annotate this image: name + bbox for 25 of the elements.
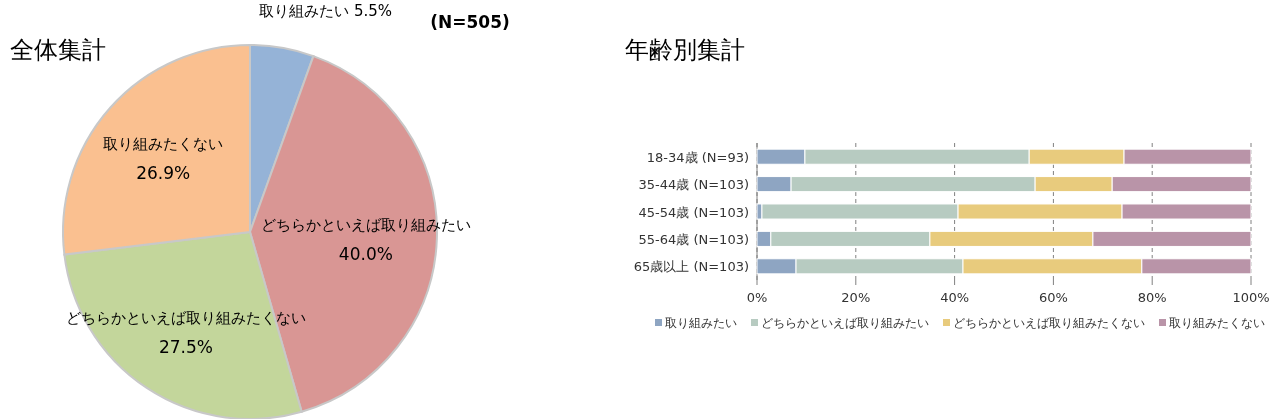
x-tick-label: 80%: [1137, 290, 1167, 305]
data-label: 27.5%: [158, 336, 213, 357]
legend-label: どちらかといえば取り組みたくない: [953, 316, 1145, 330]
x-tick-label: 100%: [1232, 290, 1270, 305]
x-tick-label: 40%: [940, 290, 970, 305]
legend-label: 取り組みたい: [665, 316, 737, 330]
slice-label: どちらかといえば取り組みたくない: [65, 308, 306, 327]
slice-label: 取り組みたい 5.5%: [259, 2, 393, 21]
slice-label: 取り組みたくない: [103, 135, 224, 154]
y-tick-label: 35-44歳 (N=103): [638, 177, 749, 193]
chart-title: 年齢別集計: [625, 36, 745, 64]
legend-label: どちらかといえば取り組みたい: [761, 316, 929, 330]
x-tick-label: 60%: [1038, 290, 1068, 305]
slice-label: どちらかといえば取り組みたい: [260, 215, 471, 234]
y-tick-label: 55-64歳 (N=103): [638, 231, 749, 247]
x-tick-label: 20%: [841, 290, 871, 305]
y-tick-label: 45-54歳 (N=103): [638, 204, 749, 220]
text: 全体集計: [10, 36, 106, 64]
data-label: 26.9%: [136, 163, 191, 184]
text: (N=505): [430, 12, 510, 32]
y-tick-label: 18-34歳 (N=93): [646, 149, 749, 165]
data-label: 40.0%: [338, 243, 393, 264]
x-tick-label: 0%: [746, 290, 768, 305]
legend-label: 取り組みたくない: [1169, 316, 1265, 330]
y-tick-label: 65歳以上 (N=103): [633, 259, 749, 275]
